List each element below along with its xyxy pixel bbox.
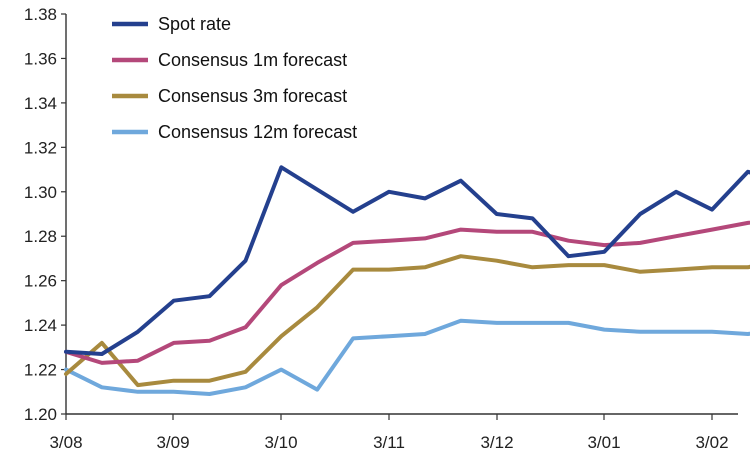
legend-label: Spot rate <box>158 14 231 34</box>
y-tick-label: 1.26 <box>24 272 57 291</box>
x-axis-ticks: 3/08 3/09 3/10 3/11 3/12 3/01 3/02 <box>49 414 729 452</box>
series-line-consensus-1m-forecast <box>64 220 750 365</box>
x-tick-label: 3/09 <box>156 433 189 452</box>
y-tick-label: 1.22 <box>24 361 57 380</box>
x-tick-label: 3/11 <box>373 433 405 452</box>
x-tick-label: 3/01 <box>587 433 620 452</box>
series-line-consensus-12m-forecast <box>64 318 750 396</box>
x-tick-label: 3/10 <box>264 433 297 452</box>
x-tick-label: 3/12 <box>480 433 513 452</box>
chart-axes <box>65 14 738 415</box>
y-axis-ticks: 1.20 1.22 1.24 1.26 1.28 1.30 1.32 1.34 1.36 1.38 <box>24 5 66 424</box>
series-line-spot-rate <box>64 165 750 356</box>
x-tick-label: 3/02 <box>695 433 728 452</box>
y-tick-label: 1.24 <box>24 316 57 335</box>
y-tick-label: 1.32 <box>24 138 57 157</box>
legend-label: Consensus 3m forecast <box>158 86 347 106</box>
y-tick-label: 1.34 <box>24 94 57 113</box>
y-tick-label: 1.20 <box>24 405 57 424</box>
y-tick-label: 1.28 <box>24 227 57 246</box>
chart-legend: Spot rate Consensus 1m forecast Consensus … <box>112 14 357 142</box>
legend-label: Consensus 12m forecast <box>158 122 357 142</box>
y-tick-label: 1.30 <box>24 183 57 202</box>
chart-series <box>64 165 750 396</box>
y-tick-label: 1.38 <box>24 5 57 24</box>
series-line-consensus-3m-forecast <box>64 254 750 388</box>
y-tick-label: 1.36 <box>24 49 57 68</box>
x-tick-label: 3/08 <box>49 433 82 452</box>
legend-label: Consensus 1m forecast <box>158 50 347 70</box>
